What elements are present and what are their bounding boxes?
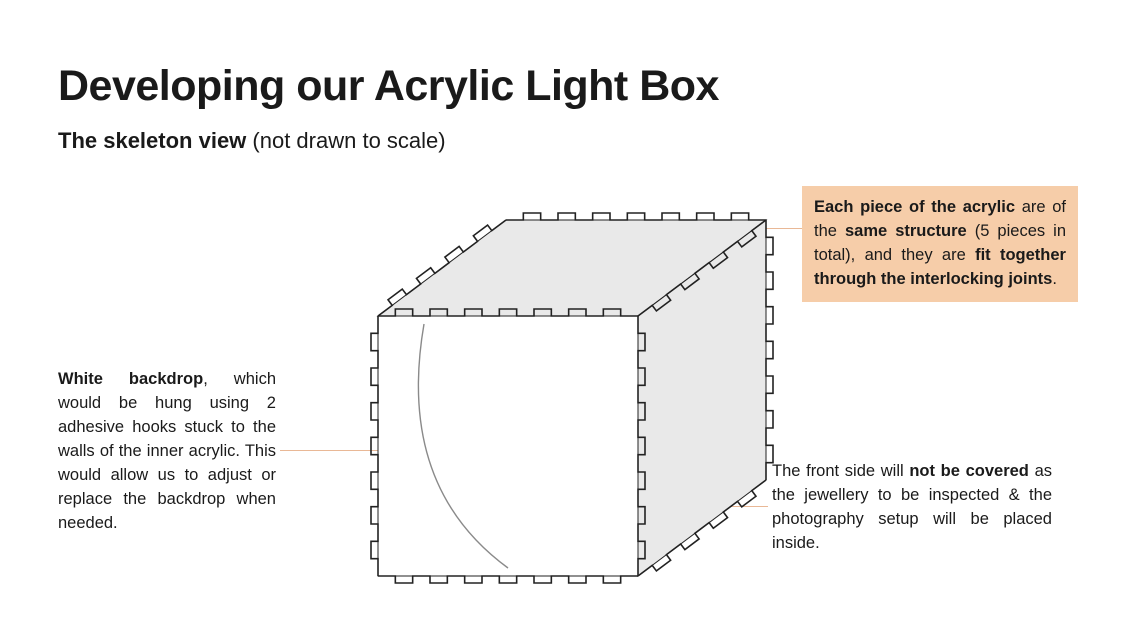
page-title: Developing our Acrylic Light Box xyxy=(58,62,719,111)
subtitle: The skeleton view (not drawn to scale) xyxy=(58,128,446,154)
box-diagram xyxy=(300,168,800,618)
page-root: Developing our Acrylic Light Box The ske… xyxy=(0,0,1140,641)
annotation-backdrop: White backdrop, which would be hung usin… xyxy=(58,368,276,535)
annotation-acrylic-structure: Each piece of the acrylic are of the sam… xyxy=(802,186,1078,302)
subtitle-rest: (not drawn to scale) xyxy=(246,128,445,153)
annotation-front-open: The front side will not be covered as th… xyxy=(772,460,1052,556)
subtitle-bold: The skeleton view xyxy=(58,128,246,153)
